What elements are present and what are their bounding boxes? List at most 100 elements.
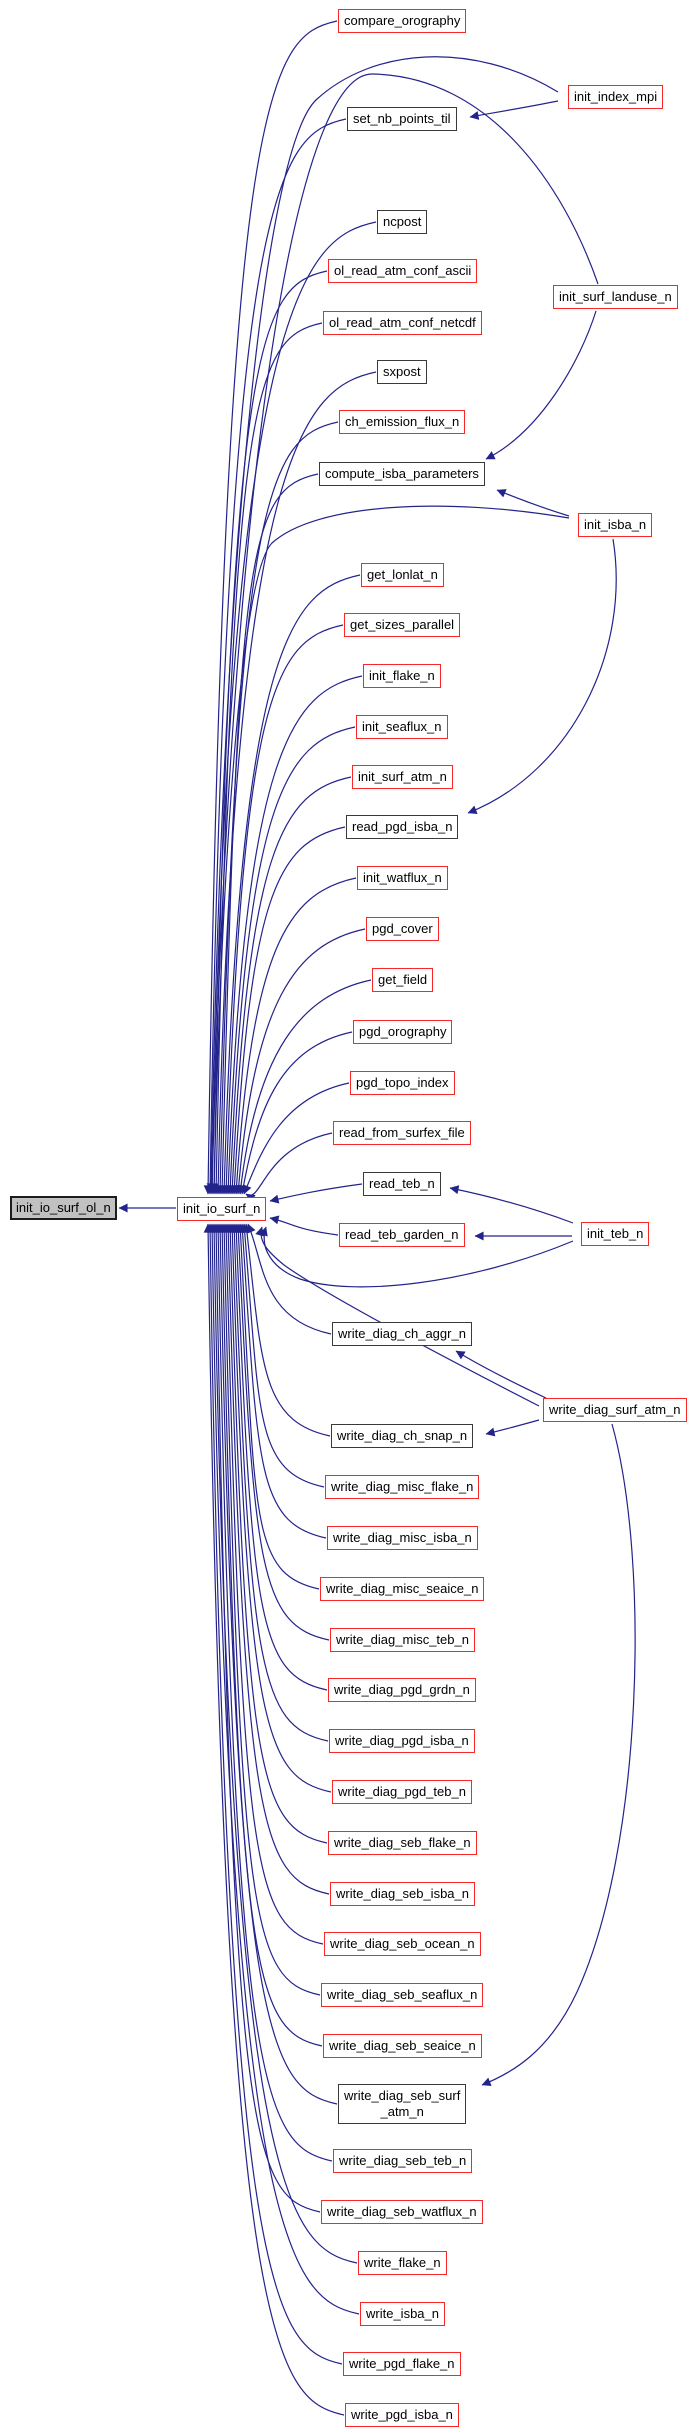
node-write-diag-pgd-grdn-n[interactable]: write_diag_pgd_grdn_n bbox=[328, 1678, 476, 1702]
call-edge bbox=[225, 1223, 328, 1844]
call-edge bbox=[215, 421, 339, 1195]
node-ch-emission-flux-n[interactable]: ch_emission_flux_n bbox=[339, 410, 466, 434]
node-init-watflux-n[interactable]: init_watflux_n bbox=[357, 866, 448, 890]
node-pgd-cover[interactable]: pgd_cover bbox=[366, 917, 439, 941]
node-init-isba-n[interactable]: init_isba_n bbox=[578, 513, 653, 537]
call-edge bbox=[259, 1226, 574, 1288]
node-init-io-surf-n[interactable]: init_io_surf_n bbox=[177, 1197, 267, 1221]
call-edge bbox=[269, 1183, 363, 1204]
call-edge bbox=[227, 1223, 332, 1793]
node-init-index-mpi[interactable]: init_index_mpi bbox=[568, 85, 664, 109]
node-init-surf-atm-n[interactable]: init_surf_atm_n bbox=[352, 765, 453, 789]
call-edge bbox=[455, 1350, 547, 1399]
call-edge bbox=[235, 1223, 320, 1590]
call-edge bbox=[239, 1031, 353, 1195]
call-edge bbox=[449, 1185, 574, 1224]
call-edge bbox=[215, 1223, 338, 2105]
call-edge bbox=[229, 826, 346, 1195]
node-pgd-orography[interactable]: pgd_orography bbox=[353, 1020, 453, 1044]
node-write-diag-seb-ocean-n[interactable]: write_diag_seb_ocean_n bbox=[324, 1932, 481, 1956]
node-init-surf-landuse-n[interactable]: init_surf_landuse_n bbox=[553, 285, 678, 309]
call-edge bbox=[205, 1223, 343, 2365]
call-edge bbox=[209, 1223, 358, 2264]
node-write-diag-seb-isba-n[interactable]: write_diag_seb_isba_n bbox=[330, 1882, 475, 1906]
call-edge bbox=[209, 270, 328, 1195]
node-compare-orography[interactable]: compare_orography bbox=[338, 9, 467, 33]
node-write-diag-ch-aggr-n[interactable]: write_diag_ch_aggr_n bbox=[332, 1322, 472, 1346]
node-write-isba-n[interactable]: write_isba_n bbox=[360, 2302, 445, 2326]
call-edge bbox=[236, 979, 372, 1195]
call-edge bbox=[485, 1419, 540, 1437]
node-write-diag-pgd-teb-n[interactable]: write_diag_pgd_teb_n bbox=[332, 1780, 472, 1804]
node-write-diag-seb-surf-atm-n[interactable]: write_diag_seb_surf _atm_n bbox=[338, 2084, 467, 2124]
call-edge bbox=[205, 118, 347, 1195]
call-edge bbox=[255, 1226, 540, 1407]
node-ol-read-atm-conf-ascii[interactable]: ol_read_atm_conf_ascii bbox=[328, 259, 478, 283]
call-edge bbox=[213, 1223, 333, 2162]
node-get-sizes-parallel[interactable]: get_sizes_parallel bbox=[344, 613, 461, 637]
call-edge bbox=[221, 1223, 324, 1945]
node-write-diag-seb-flake-n[interactable]: write_diag_seb_flake_n bbox=[328, 1831, 477, 1855]
node-get-field[interactable]: get_field bbox=[372, 968, 434, 992]
node-write-diag-misc-flake-n[interactable]: write_diag_misc_flake_n bbox=[325, 1475, 480, 1499]
node-write-diag-seb-watflux-n[interactable]: write_diag_seb_watflux_n bbox=[321, 2200, 483, 2224]
node-ol-read-atm-conf-netcdf[interactable]: ol_read_atm_conf_netcdf bbox=[323, 311, 482, 335]
node-init-flake-n[interactable]: init_flake_n bbox=[363, 664, 441, 688]
call-edge bbox=[223, 1223, 330, 1895]
call-edge bbox=[203, 20, 338, 1195]
node-write-diag-pgd-isba-n[interactable]: write_diag_pgd_isba_n bbox=[329, 1729, 475, 1753]
call-edge bbox=[496, 489, 570, 517]
call-edge bbox=[225, 726, 356, 1195]
call-edge bbox=[233, 1223, 330, 1641]
node-read-from-surfex-file[interactable]: read_from_surfex_file bbox=[333, 1121, 471, 1145]
call-edge bbox=[469, 100, 559, 120]
node-write-flake-n[interactable]: write_flake_n bbox=[358, 2251, 447, 2275]
call-edge bbox=[221, 624, 344, 1195]
node-ncpost[interactable]: ncpost bbox=[377, 210, 428, 234]
call-edge bbox=[247, 1223, 332, 1335]
node-init-seaflux-n[interactable]: init_seaflux_n bbox=[356, 715, 448, 739]
call-edge bbox=[269, 1215, 339, 1236]
call-edge bbox=[217, 473, 319, 1195]
call-edge bbox=[219, 574, 361, 1195]
call-edge bbox=[229, 1223, 329, 1742]
node-sxpost[interactable]: sxpost bbox=[377, 360, 427, 384]
call-edge bbox=[240, 1223, 325, 1488]
node-pgd-topo-index[interactable]: pgd_topo_index bbox=[350, 1071, 455, 1095]
node-compute-isba-parameters[interactable]: compute_isba_parameters bbox=[319, 462, 485, 486]
node-read-teb-n[interactable]: read_teb_n bbox=[363, 1172, 441, 1196]
call-edge bbox=[243, 1082, 350, 1195]
node-write-diag-seb-seaice-n[interactable]: write_diag_seb_seaice_n bbox=[323, 2034, 482, 2058]
call-edge bbox=[207, 73, 599, 1193]
call-edge bbox=[219, 1223, 321, 1996]
call-edge bbox=[232, 877, 357, 1195]
node-set-nb-points-til[interactable]: set_nb_points_til bbox=[347, 107, 457, 131]
call-edge bbox=[206, 56, 559, 1193]
call-edge bbox=[207, 221, 377, 1195]
call-edge bbox=[238, 1223, 327, 1539]
node-get-lonlat-n[interactable]: get_lonlat_n bbox=[361, 563, 444, 587]
node-write-pgd-flake-n[interactable]: write_pgd_flake_n bbox=[343, 2352, 461, 2376]
node-write-diag-seb-teb-n[interactable]: write_diag_seb_teb_n bbox=[333, 2149, 473, 2173]
node-write-diag-misc-teb-n[interactable]: write_diag_misc_teb_n bbox=[330, 1628, 475, 1652]
node-read-teb-garden-n[interactable]: read_teb_garden_n bbox=[339, 1223, 465, 1247]
call-edge bbox=[467, 538, 617, 815]
node-write-diag-ch-snap-n[interactable]: write_diag_ch_snap_n bbox=[331, 1424, 474, 1448]
call-edge bbox=[223, 675, 363, 1195]
node-write-pgd-isba-n[interactable]: write_pgd_isba_n bbox=[345, 2403, 459, 2427]
node-write-diag-surf-atm-n[interactable]: write_diag_surf_atm_n bbox=[543, 1398, 687, 1422]
call-edge bbox=[227, 776, 352, 1195]
call-edge bbox=[231, 1223, 328, 1691]
call-edge bbox=[485, 310, 597, 460]
call-edge bbox=[234, 928, 366, 1195]
node-write-diag-misc-isba-n[interactable]: write_diag_misc_isba_n bbox=[327, 1526, 478, 1550]
node-init-io-surf-ol-n: init_io_surf_ol_n bbox=[10, 1196, 117, 1220]
node-write-diag-misc-seaice-n[interactable]: write_diag_misc_seaice_n bbox=[320, 1577, 485, 1601]
node-init-teb-n[interactable]: init_teb_n bbox=[581, 1222, 650, 1246]
node-write-diag-seb-seaflux-n[interactable]: write_diag_seb_seaflux_n bbox=[321, 1983, 484, 2007]
node-read-pgd-isba-n[interactable]: read_pgd_isba_n bbox=[346, 815, 459, 839]
call-edge bbox=[242, 1223, 331, 1437]
call-edge bbox=[203, 1223, 345, 2416]
